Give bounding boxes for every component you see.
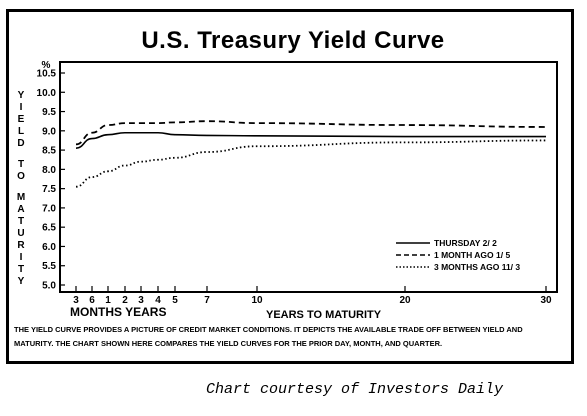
y-tick-label: 10.5 bbox=[37, 69, 57, 80]
y-tick-label: 7.5 bbox=[42, 184, 56, 195]
series-line-1 bbox=[75, 131, 546, 149]
x-tick-label: 5 bbox=[172, 295, 178, 306]
series-line-3 bbox=[75, 139, 547, 188]
legend-label: 3 MONTHS AGO 11/ 3 bbox=[434, 262, 520, 272]
x-tick-label: 20 bbox=[399, 295, 411, 306]
y-axis-label-letter: L bbox=[18, 126, 24, 137]
y-tick-label: 10.0 bbox=[37, 88, 57, 99]
x-tick-label: 1 bbox=[105, 295, 111, 306]
series-line-2 bbox=[75, 120, 547, 146]
x-tick-label: 2 bbox=[122, 295, 128, 306]
x-axis-unit-label: MONTHS YEARS bbox=[70, 305, 167, 319]
y-tick-label: 7.0 bbox=[42, 203, 56, 214]
plot-area bbox=[59, 61, 558, 293]
y-axis-label-letter: T bbox=[18, 264, 24, 275]
x-tick-label: 3 bbox=[138, 295, 144, 306]
y-tick-label: 8.5 bbox=[42, 146, 56, 157]
y-tick-label: 9.5 bbox=[42, 107, 56, 118]
y-axis-label-letter: Y bbox=[18, 276, 25, 287]
x-tick-label: 10 bbox=[251, 295, 263, 306]
chart-credit: Chart courtesy of Investors Daily bbox=[206, 381, 504, 398]
y-axis-label-letter: T bbox=[18, 159, 24, 170]
y-axis-label-letter: I bbox=[20, 252, 23, 263]
y-axis-unit: % bbox=[42, 60, 51, 71]
y-tick-label: 8.0 bbox=[42, 165, 56, 176]
y-axis-label-letter: O bbox=[17, 171, 25, 182]
x-tick-label: 4 bbox=[155, 295, 161, 306]
legend-label: THURSDAY 2/ 2 bbox=[434, 238, 497, 248]
x-tick-label: 30 bbox=[540, 295, 552, 306]
legend-label: 1 MONTH AGO 1/ 5 bbox=[434, 250, 510, 260]
y-tick-label: 6.5 bbox=[42, 223, 56, 234]
y-tick-label: 5.0 bbox=[42, 281, 56, 292]
y-axis-label-letter: U bbox=[17, 228, 24, 239]
y-axis-label-letter: Y bbox=[18, 90, 25, 101]
chart-caption: THE YIELD CURVE PROVIDES A PICTURE OF CR… bbox=[14, 325, 523, 348]
x-tick-label: 7 bbox=[204, 295, 210, 306]
y-axis-label-letter: D bbox=[17, 138, 24, 149]
y-axis-label-letter: T bbox=[18, 216, 24, 227]
y-tick-label: 9.0 bbox=[42, 126, 56, 137]
y-axis-label-letter: A bbox=[17, 204, 24, 215]
y-tick-label: 5.5 bbox=[42, 261, 56, 272]
x-tick-label: 3 bbox=[73, 295, 79, 306]
x-axis-label: YEARS TO MATURITY bbox=[266, 309, 382, 321]
chart-title: U.S. Treasury Yield Curve bbox=[141, 27, 445, 54]
y-tick-label: 6.0 bbox=[42, 242, 56, 253]
y-axis-label-letter: R bbox=[17, 240, 25, 251]
y-axis-label-letter: E bbox=[18, 114, 25, 125]
y-axis-label-letter: M bbox=[17, 192, 25, 203]
y-axis-label-letter: I bbox=[20, 102, 23, 113]
x-tick-label: 6 bbox=[89, 295, 95, 306]
chart-frame: U.S. Treasury Yield Curve bbox=[6, 9, 574, 364]
